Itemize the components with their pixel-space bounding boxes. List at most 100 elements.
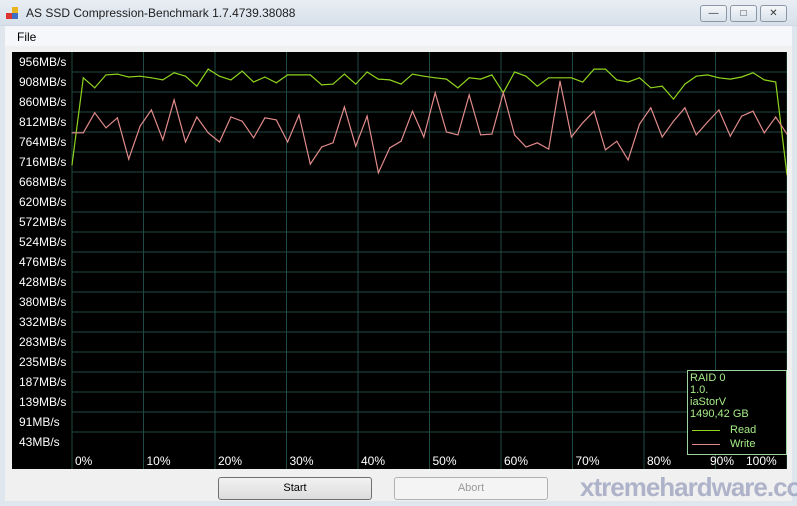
data-point-write (321, 146, 323, 148)
x-tick-label: 80% (647, 454, 672, 468)
data-point-read (457, 87, 459, 89)
data-point-read (309, 74, 311, 76)
y-tick-label: 187MB/s (19, 375, 67, 389)
x-tick-label: 70% (575, 454, 600, 468)
data-point-read (150, 77, 153, 79)
data-point-write (559, 80, 561, 82)
data-point-read (741, 76, 743, 78)
data-point-write (411, 110, 414, 112)
data-point-write (218, 141, 221, 143)
data-point-read (252, 81, 255, 83)
data-point-read (389, 79, 391, 81)
window-title: AS SSD Compression-Benchmark 1.7.4739.38… (26, 6, 296, 20)
data-point-read (491, 74, 493, 76)
data-point-write (162, 139, 164, 141)
y-tick-label: 812MB/s (19, 115, 67, 129)
y-tick-label: 716MB/s (19, 155, 67, 169)
data-point-read (377, 78, 380, 80)
y-tick-label: 524MB/s (19, 235, 67, 249)
x-tick-label: 40% (361, 454, 386, 468)
data-point-write (434, 92, 436, 94)
data-point-write (706, 121, 709, 123)
data-point-write (94, 112, 96, 114)
data-point-write (593, 110, 595, 112)
data-point-read (604, 68, 607, 70)
data-point-write (570, 136, 572, 138)
data-point-write (173, 99, 175, 101)
data-point-write (207, 132, 209, 134)
data-point-read (275, 82, 277, 84)
y-tick-label: 283MB/s (19, 335, 67, 349)
data-point-read (479, 78, 482, 80)
data-point-read (230, 79, 232, 81)
data-point-write (502, 92, 504, 94)
legend-read-swatch (692, 430, 720, 431)
data-point-write (718, 109, 720, 111)
data-point-write (343, 106, 345, 108)
data-point-read (695, 75, 697, 77)
data-point-read (241, 70, 243, 72)
data-point-write (275, 119, 277, 121)
series-line-write (72, 81, 787, 175)
data-point-write (355, 145, 357, 147)
data-point-write (389, 147, 391, 149)
abort-button[interactable]: Abort (394, 477, 548, 500)
data-point-read (287, 74, 289, 76)
data-point-read (718, 77, 720, 79)
data-point-write (684, 107, 686, 109)
data-point-read (71, 164, 73, 166)
data-point-read (423, 75, 425, 77)
minimize-button[interactable]: — (700, 5, 727, 22)
legend-read-label: Read (730, 424, 757, 436)
data-point-write (582, 122, 584, 124)
data-point-write (638, 123, 641, 125)
y-tick-label: 235MB/s (19, 355, 67, 369)
data-point-read (763, 79, 765, 81)
legend-version: 1.0. (690, 384, 709, 396)
data-point-write (786, 133, 787, 135)
menu-file[interactable]: File (17, 30, 37, 44)
data-point-write (627, 159, 629, 161)
legend-write-swatch (692, 444, 720, 445)
data-point-read (548, 77, 550, 79)
data-point-read (582, 81, 584, 83)
x-tick-label: 30% (289, 454, 314, 468)
x-tick-label: 10% (146, 454, 171, 468)
data-point-write (514, 134, 516, 136)
x-tick-label: 50% (432, 454, 457, 468)
watermark-logo: xtremehardware.com (580, 472, 797, 502)
y-tick-label: 332MB/s (19, 315, 67, 329)
data-point-write (184, 141, 187, 143)
data-point-read (752, 72, 754, 74)
legend-drive-name: RAID 0 (690, 372, 726, 384)
data-point-read (706, 74, 709, 76)
data-point-write (445, 131, 448, 133)
maximize-button[interactable]: □ (730, 5, 757, 22)
data-point-write (423, 136, 425, 138)
data-point-write (741, 115, 743, 117)
legend-driver: iaStorV (690, 396, 727, 408)
data-point-read (684, 83, 686, 85)
data-point-write (196, 116, 198, 118)
data-point-read (729, 78, 731, 80)
data-point-write (548, 148, 550, 150)
data-point-read (94, 87, 96, 89)
data-point-write (298, 114, 300, 116)
data-point-write (264, 117, 266, 119)
data-point-read (218, 75, 221, 77)
data-point-write (116, 117, 118, 119)
data-point-read (445, 78, 448, 80)
y-tick-label: 380MB/s (19, 295, 67, 309)
start-button[interactable]: Start (218, 477, 372, 500)
data-point-write (230, 116, 232, 118)
data-point-write (491, 133, 493, 135)
chart-plot (71, 52, 787, 469)
data-point-read (514, 71, 516, 73)
data-point-write (377, 172, 380, 174)
y-tick-label: 139MB/s (19, 395, 67, 409)
close-button[interactable]: ✕ (760, 5, 787, 22)
data-point-read (264, 76, 266, 78)
data-point-read (343, 73, 345, 75)
data-point-read (82, 77, 84, 79)
data-point-read (355, 83, 357, 85)
